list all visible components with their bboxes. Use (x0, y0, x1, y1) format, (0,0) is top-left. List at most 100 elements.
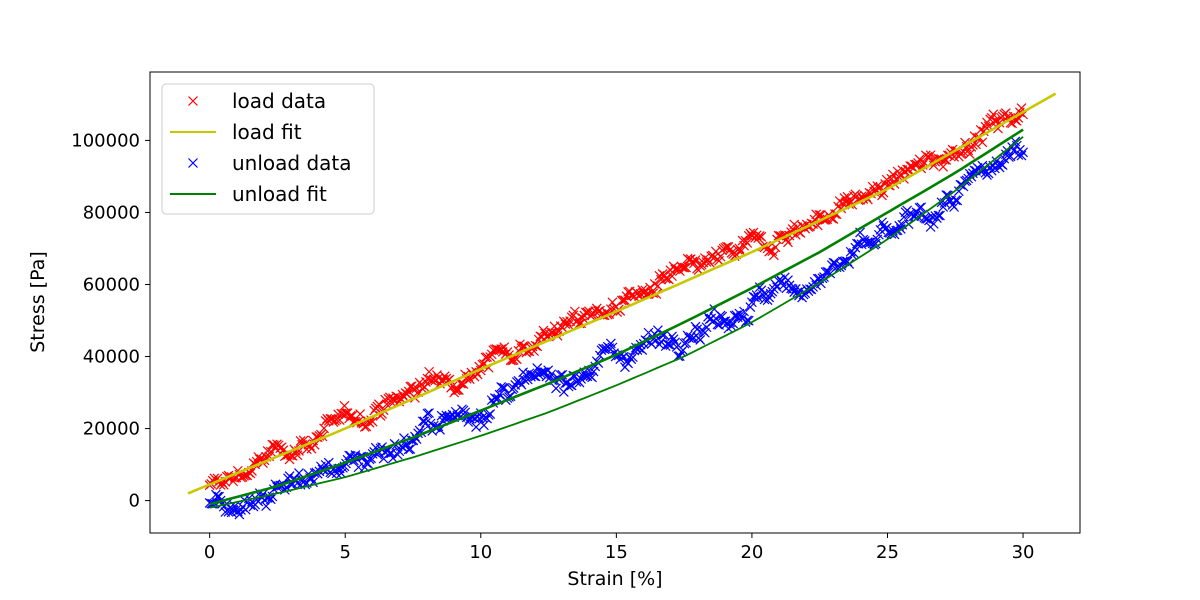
data-point (485, 409, 496, 419)
data-point (746, 297, 757, 308)
data-point (1005, 151, 1016, 162)
data-point (471, 422, 482, 432)
series-load-fit (187, 92, 1057, 495)
data-point (336, 468, 347, 479)
data-point (516, 379, 527, 390)
data-point (753, 292, 764, 303)
data-point (384, 448, 395, 459)
data-point (417, 416, 428, 427)
data-point (739, 306, 750, 317)
data-point (333, 409, 344, 420)
data-point (453, 385, 464, 396)
plot-area (187, 92, 1057, 520)
data-point (736, 246, 746, 257)
legend-box (161, 83, 375, 215)
fit-line (209, 128, 1024, 506)
data-point (848, 248, 859, 258)
data-point (558, 387, 569, 398)
data-point (524, 368, 535, 379)
series-load-data (204, 103, 1028, 491)
data-point (726, 321, 737, 332)
data-point (474, 413, 485, 424)
y-tick-label: 100000 (71, 130, 140, 151)
data-point (482, 413, 492, 424)
legend-item: load data (188, 89, 326, 113)
data-point (547, 327, 558, 338)
data-point (734, 243, 745, 254)
data-point (725, 244, 735, 255)
data-point (1018, 147, 1028, 158)
data-point (565, 379, 576, 390)
data-point (914, 202, 925, 213)
legend: load data load fit unload data unload fit (161, 83, 375, 215)
y-tick-label: 80000 (83, 202, 140, 223)
data-point (392, 449, 403, 460)
data-point (928, 218, 939, 229)
data-point (236, 472, 246, 483)
data-point (478, 420, 489, 431)
data-point (864, 237, 875, 248)
data-point (261, 501, 271, 512)
data-point (950, 195, 961, 206)
data-point (212, 491, 223, 502)
data-point (955, 179, 966, 190)
legend-item: load fit (170, 120, 302, 144)
data-point (977, 137, 988, 148)
data-point (497, 382, 508, 393)
legend-label: unload data (232, 151, 352, 175)
data-point (245, 468, 256, 479)
data-point (888, 169, 898, 180)
legend-item: unload data (188, 151, 352, 175)
data-point (623, 358, 634, 369)
data-point (714, 319, 724, 330)
data-point (822, 266, 833, 277)
data-point (783, 237, 793, 248)
data-point (649, 279, 660, 289)
legend-item: unload fit (170, 182, 327, 206)
data-point (743, 315, 754, 326)
data-point (587, 372, 597, 383)
x-tick-label: 0 (204, 542, 215, 563)
legend-label: load fit (232, 120, 302, 144)
data-point (958, 181, 969, 192)
data-point (403, 444, 414, 455)
data-point (770, 242, 781, 253)
data-point (627, 352, 638, 363)
series-layer (187, 92, 1057, 520)
data-point (643, 327, 654, 338)
data-point (914, 154, 925, 165)
data-point (654, 339, 665, 350)
data-point (422, 408, 433, 419)
data-point (607, 297, 618, 308)
x-tick-label: 20 (740, 542, 763, 563)
data-point (678, 262, 688, 273)
data-point (569, 306, 580, 317)
data-point (723, 242, 734, 252)
data-point (756, 231, 767, 242)
x-axis: 0 5 10 15 20 25 30 (204, 533, 1035, 563)
data-point (424, 366, 434, 377)
data-point (935, 210, 945, 221)
data-point (971, 165, 981, 176)
data-point (546, 369, 557, 380)
data-point (933, 210, 944, 221)
data-point (502, 347, 513, 357)
y-tick-label: 60000 (83, 274, 140, 295)
data-point (652, 280, 663, 291)
data-point (530, 371, 541, 382)
data-point (768, 250, 779, 261)
data-point (541, 371, 552, 382)
data-point (975, 124, 986, 135)
data-point (218, 479, 229, 490)
data-point (997, 160, 1008, 171)
data-point (689, 258, 699, 269)
series-unload-fit (209, 128, 1024, 509)
data-point (673, 351, 684, 362)
data-point (562, 378, 572, 388)
legend-label: load data (232, 89, 326, 113)
data-point (373, 399, 384, 410)
data-point (538, 325, 549, 336)
y-tick-label: 40000 (83, 347, 140, 368)
data-point (391, 391, 402, 402)
data-point (920, 213, 931, 224)
